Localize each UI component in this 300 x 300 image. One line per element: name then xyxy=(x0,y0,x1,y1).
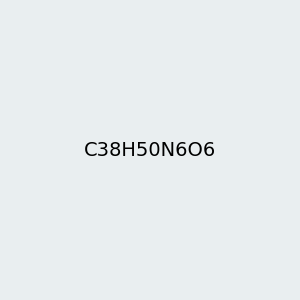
Text: C38H50N6O6: C38H50N6O6 xyxy=(84,140,216,160)
